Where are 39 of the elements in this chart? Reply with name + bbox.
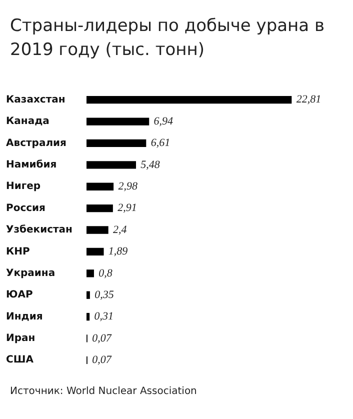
data-label: 0,07 [92, 332, 112, 344]
y-tick-label: КНР [6, 246, 30, 258]
data-label: 22,81 [296, 94, 322, 106]
bar [86, 270, 94, 278]
y-tick-label: Украина [6, 268, 56, 279]
bar [86, 312, 90, 321]
bar [86, 182, 114, 190]
y-tick-label: США [6, 354, 34, 366]
y-tick-label: Канада [6, 116, 50, 128]
y-tick-label: Иран [6, 333, 36, 344]
text: Источник: World Nuclear Association [10, 386, 197, 397]
y-tick-label: Австралия [6, 138, 66, 149]
bar [86, 248, 104, 256]
data-label: 0,07 [92, 354, 112, 366]
bar [86, 226, 108, 234]
y-tick-label: ЮАР [6, 290, 33, 301]
data-label: 2,98 [118, 180, 138, 193]
bar [86, 204, 113, 212]
y-tick-label: Казахстан [6, 94, 66, 106]
y-tick-label: Индия [6, 311, 43, 322]
bar [86, 291, 90, 299]
data-label: 0,31 [94, 310, 114, 323]
data-label: 0,8 [98, 267, 113, 280]
data-label: 6,61 [150, 137, 170, 150]
data-label: 2,91 [118, 202, 137, 214]
y-tick-label: Узбекистан [6, 224, 73, 236]
y-tick-label: Намибия [6, 160, 57, 171]
y-tick-label: Россия [6, 202, 46, 214]
bar [86, 139, 146, 148]
data-label: 1,89 [108, 246, 128, 258]
data-label: 2,4 [113, 224, 128, 236]
bar [86, 96, 292, 104]
data-label: 5,48 [140, 158, 160, 171]
data-label: 0,35 [94, 288, 114, 301]
bar [86, 161, 136, 169]
chart-title: Страны-лидеры по добыче урана в 2019 году (тыс. тонн) [10, 15, 326, 62]
data-label: 6,94 [154, 115, 174, 128]
y-tick-label: Нигер [6, 181, 41, 192]
bar [86, 118, 150, 126]
